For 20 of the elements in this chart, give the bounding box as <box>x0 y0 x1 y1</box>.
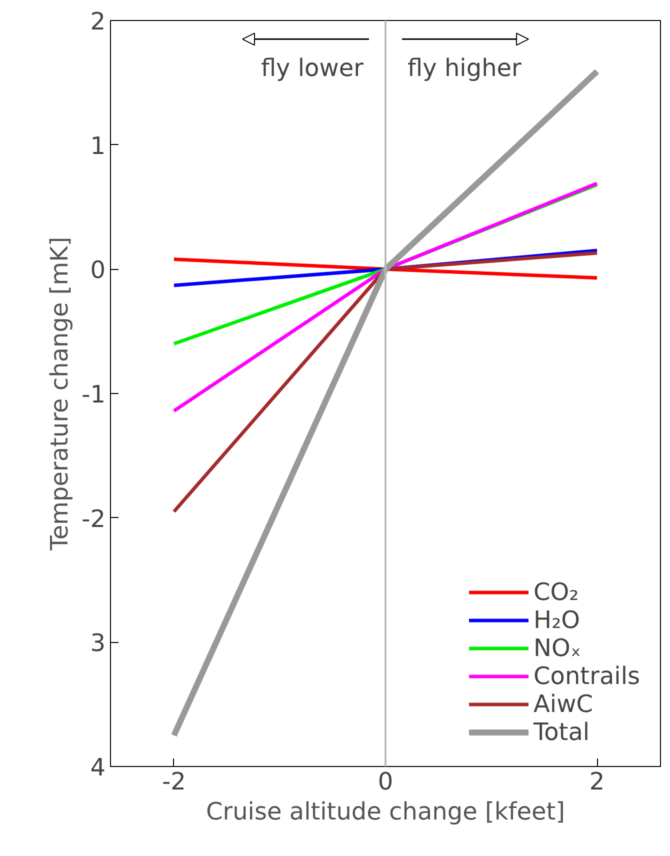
x-tick-label: 0 <box>378 768 394 796</box>
x-tick-label: -2 <box>162 768 186 796</box>
annotation: fly higher <box>408 54 522 82</box>
y-tick-label: -2 <box>82 504 106 533</box>
y-tick-label: 1 <box>90 132 106 160</box>
y-tick-label: 2 <box>90 8 106 36</box>
y-tick-label: -1 <box>82 380 106 408</box>
x-tick-label: 2 <box>589 768 605 796</box>
x-axis-title: Cruise altitude change [kfeet] <box>206 798 566 826</box>
legend-label: CO₂ <box>534 578 579 606</box>
y-axis-title: Temperature change [mK] <box>46 236 74 552</box>
legend-label: H₂O <box>534 606 580 634</box>
y-tick-label: 0 <box>90 256 106 284</box>
legend-label: Contrails <box>534 662 640 690</box>
legend-label: AiwC <box>534 690 593 718</box>
annotation: fly lower <box>260 54 364 82</box>
legend-label: NOₓ <box>534 634 582 662</box>
y-tick-label: 3 <box>90 629 106 658</box>
y-tick-label: 4 <box>90 754 106 782</box>
legend-label: Total <box>534 718 590 746</box>
